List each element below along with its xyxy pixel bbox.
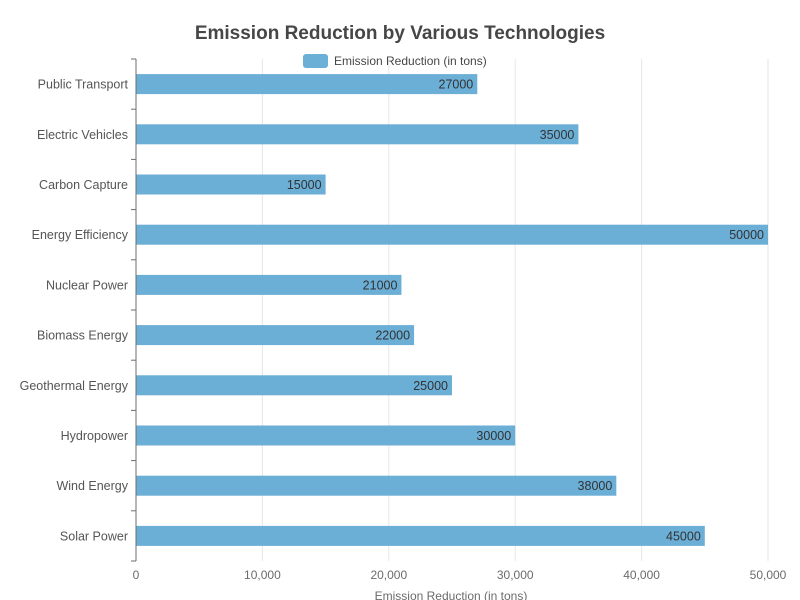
x-tick-label: 0 (133, 568, 140, 582)
data-label: 30000 (476, 429, 511, 443)
y-tick-label: Wind Energy (56, 479, 128, 493)
y-tick-label: Nuclear Power (46, 278, 128, 292)
y-tick-label: Energy Efficiency (32, 228, 129, 242)
y-axis: Solar Power Wind Energy Hydropower Geotherm… (20, 58, 137, 562)
bar[interactable] (136, 525, 705, 546)
data-label: 22000 (375, 329, 410, 343)
y-tick-label: Biomass Energy (37, 329, 129, 343)
bar[interactable] (136, 475, 617, 496)
x-tick-label: 20,000 (370, 568, 407, 582)
x-tick-label: 10,000 (244, 568, 281, 582)
legend[interactable]: Emission Reduction (in tons) (303, 54, 487, 68)
bar[interactable] (136, 425, 516, 446)
y-tick-label: Geothermal Energy (20, 379, 129, 393)
bar[interactable] (136, 375, 452, 396)
bar[interactable] (136, 325, 415, 346)
y-tick-label: Public Transport (38, 78, 129, 92)
data-label: 27000 (439, 78, 474, 92)
data-label: 25000 (413, 379, 448, 393)
data-label: 21000 (363, 278, 398, 292)
x-tick-label: 30,000 (497, 568, 534, 582)
bars: 45000 38000 30000 25000 22000 21000 50000 15000… (136, 74, 768, 546)
data-label: 38000 (578, 479, 613, 493)
bar[interactable] (136, 74, 478, 95)
bar[interactable] (136, 124, 579, 145)
x-tick-label: 40,000 (623, 568, 660, 582)
bar[interactable] (136, 274, 402, 295)
y-tick-label: Electric Vehicles (37, 128, 128, 142)
chart-title: Emission Reduction by Various Technologi… (195, 23, 605, 44)
y-tick-label: Carbon Capture (39, 178, 128, 192)
data-label: 45000 (666, 529, 701, 543)
y-tick-label: Solar Power (60, 529, 128, 543)
bar[interactable] (136, 174, 326, 195)
x-tick-label: 50,000 (750, 568, 787, 582)
data-label: 50000 (729, 228, 764, 242)
legend-label: Emission Reduction (in tons) (334, 54, 487, 68)
x-axis: 0 10,000 20,000 30,000 40,000 50,000 (133, 568, 787, 582)
data-label: 35000 (540, 128, 575, 142)
data-label: 15000 (287, 178, 322, 192)
y-tick-label: Hydropower (61, 429, 128, 443)
legend-swatch (303, 54, 328, 68)
x-axis-title: Emission Reduction (in tons) (375, 589, 528, 600)
bar[interactable] (136, 224, 768, 245)
